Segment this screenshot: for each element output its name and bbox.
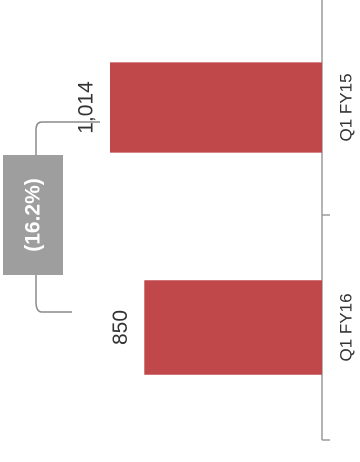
- category-label-0: Q1 FY15: [337, 73, 356, 141]
- change-badge: [3, 155, 63, 275]
- change-label: (16.2%): [22, 178, 45, 252]
- category-label-1: Q1 FY16: [337, 293, 356, 361]
- bar-0: [110, 62, 322, 153]
- value-label-0: 1,014: [75, 81, 98, 134]
- value-label-1: 850: [109, 310, 132, 345]
- bar-1: [144, 280, 322, 375]
